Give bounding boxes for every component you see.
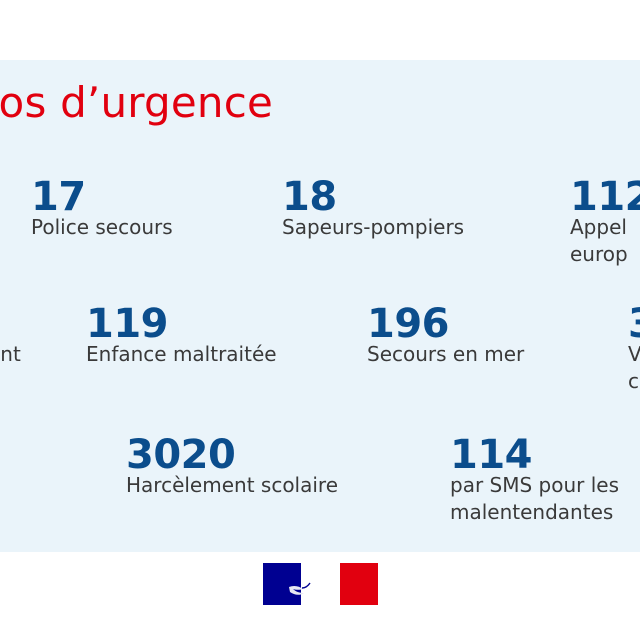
entry-label: Secours en mer xyxy=(367,342,525,366)
entry-label-line2: malentendantes xyxy=(450,500,614,524)
entry-label: ent xyxy=(0,342,21,366)
entry-label-line1: V xyxy=(628,342,640,366)
marianne-detail xyxy=(301,582,311,589)
marianne-hair-stroke xyxy=(289,585,304,595)
entry-number: 3 xyxy=(628,303,640,345)
entry-label-line2: c xyxy=(628,369,639,393)
entry-number: 112 xyxy=(570,174,640,220)
flag-blue-band xyxy=(263,563,301,605)
entry-number: 3020 xyxy=(126,432,236,478)
entry-label: Harcèlement scolaire xyxy=(126,473,339,497)
entry-cut-left: 0 ent xyxy=(0,303,21,368)
entry-number: 196 xyxy=(367,301,450,347)
entry-number: 17 xyxy=(31,174,86,220)
entry-enfance: 119 Enfance maltraitée xyxy=(86,303,277,368)
entry-114: 114 par SMS pour les malentendantes xyxy=(450,434,619,526)
entry-number: 114 xyxy=(450,432,533,478)
entry-label-line1: par SMS pour les xyxy=(450,473,620,497)
entry-label: Police secours xyxy=(31,215,173,239)
entry-label: Enfance maltraitée xyxy=(86,342,277,366)
entry-number: 18 xyxy=(282,174,337,220)
entry-label: Sapeurs-pompiers xyxy=(282,215,465,239)
entry-harcelement: 3020 Harcèlement scolaire xyxy=(126,434,338,499)
marianne-profile xyxy=(307,566,331,605)
entry-mer: 196 Secours en mer xyxy=(367,303,524,368)
entry-cut-right: 3 V c xyxy=(628,303,640,395)
entry-pompiers: 18 Sapeurs-pompiers xyxy=(282,176,464,241)
entry-police: 17 Police secours xyxy=(31,176,173,241)
entry-number: 119 xyxy=(86,301,168,347)
emergency-numbers-panel xyxy=(0,60,640,552)
page-title: ros d’urgence xyxy=(0,78,274,127)
marianne-flag-icon xyxy=(263,563,378,605)
entry-112: 112 Appel europ xyxy=(570,176,640,268)
flag-red-band xyxy=(340,563,378,605)
entry-label-line1: Appel xyxy=(570,215,627,239)
entry-label-line2: europ xyxy=(570,242,628,266)
